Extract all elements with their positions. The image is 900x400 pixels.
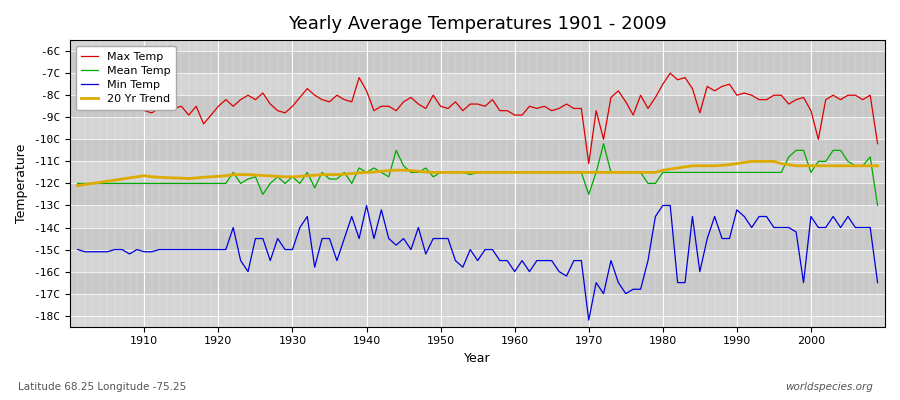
Min Temp (72, 247, 83, 252)
Line: Mean Temp: Mean Temp (77, 144, 878, 206)
Min Temp (131, 247, 142, 252)
Min Temp (517, 258, 527, 263)
Mean Temp (131, 181, 142, 186)
Min Temp (509, 269, 520, 274)
20 Yr Trend (509, 170, 520, 175)
Bar (70, 206, 885, 228)
Max Temp (72, 104, 83, 109)
Mean Temp (606, 170, 616, 175)
Max Temp (665, 71, 676, 76)
Text: Latitude 68.25 Longitude -75.25: Latitude 68.25 Longitude -75.25 (18, 382, 186, 392)
Mean Temp (872, 203, 883, 208)
Title: Yearly Average Temperatures 1901 - 2009: Yearly Average Temperatures 1901 - 2009 (288, 15, 667, 33)
Bar (70, 117, 885, 139)
20 Yr Trend (746, 159, 757, 164)
20 Yr Trend (294, 174, 305, 179)
Line: Min Temp: Min Temp (77, 206, 878, 320)
Max Temp (872, 141, 883, 146)
Mean Temp (598, 141, 609, 146)
Min Temp (613, 280, 624, 285)
20 Yr Trend (72, 183, 83, 188)
20 Yr Trend (502, 170, 513, 175)
Legend: Max Temp, Mean Temp, Min Temp, 20 Yr Trend: Max Temp, Mean Temp, Min Temp, 20 Yr Tre… (76, 46, 176, 110)
Bar (70, 294, 885, 316)
Max Temp (502, 108, 513, 113)
Bar (70, 73, 885, 95)
Bar (70, 272, 885, 294)
Max Temp (606, 95, 616, 100)
Bar (70, 95, 885, 117)
Bar (70, 51, 885, 73)
Line: 20 Yr Trend: 20 Yr Trend (77, 161, 878, 186)
20 Yr Trend (131, 174, 142, 179)
20 Yr Trend (339, 172, 350, 176)
Bar (70, 29, 885, 51)
Min Temp (294, 225, 305, 230)
Max Temp (131, 106, 142, 111)
Bar (70, 139, 885, 161)
Line: Max Temp: Max Temp (77, 73, 878, 164)
Mean Temp (339, 170, 350, 175)
20 Yr Trend (598, 170, 609, 175)
Max Temp (294, 95, 305, 100)
X-axis label: Year: Year (464, 352, 491, 365)
Bar (70, 250, 885, 272)
Mean Temp (502, 170, 513, 175)
Mean Temp (509, 170, 520, 175)
Y-axis label: Temperature: Temperature (15, 144, 28, 223)
20 Yr Trend (872, 163, 883, 168)
Min Temp (361, 203, 372, 208)
Min Temp (872, 280, 883, 285)
Max Temp (509, 113, 520, 118)
Min Temp (583, 318, 594, 322)
Text: worldspecies.org: worldspecies.org (785, 382, 873, 392)
Bar (70, 184, 885, 206)
Mean Temp (294, 181, 305, 186)
Max Temp (583, 161, 594, 166)
Max Temp (339, 97, 350, 102)
Min Temp (339, 236, 350, 241)
Mean Temp (72, 181, 83, 186)
Bar (70, 228, 885, 250)
Bar (70, 161, 885, 184)
